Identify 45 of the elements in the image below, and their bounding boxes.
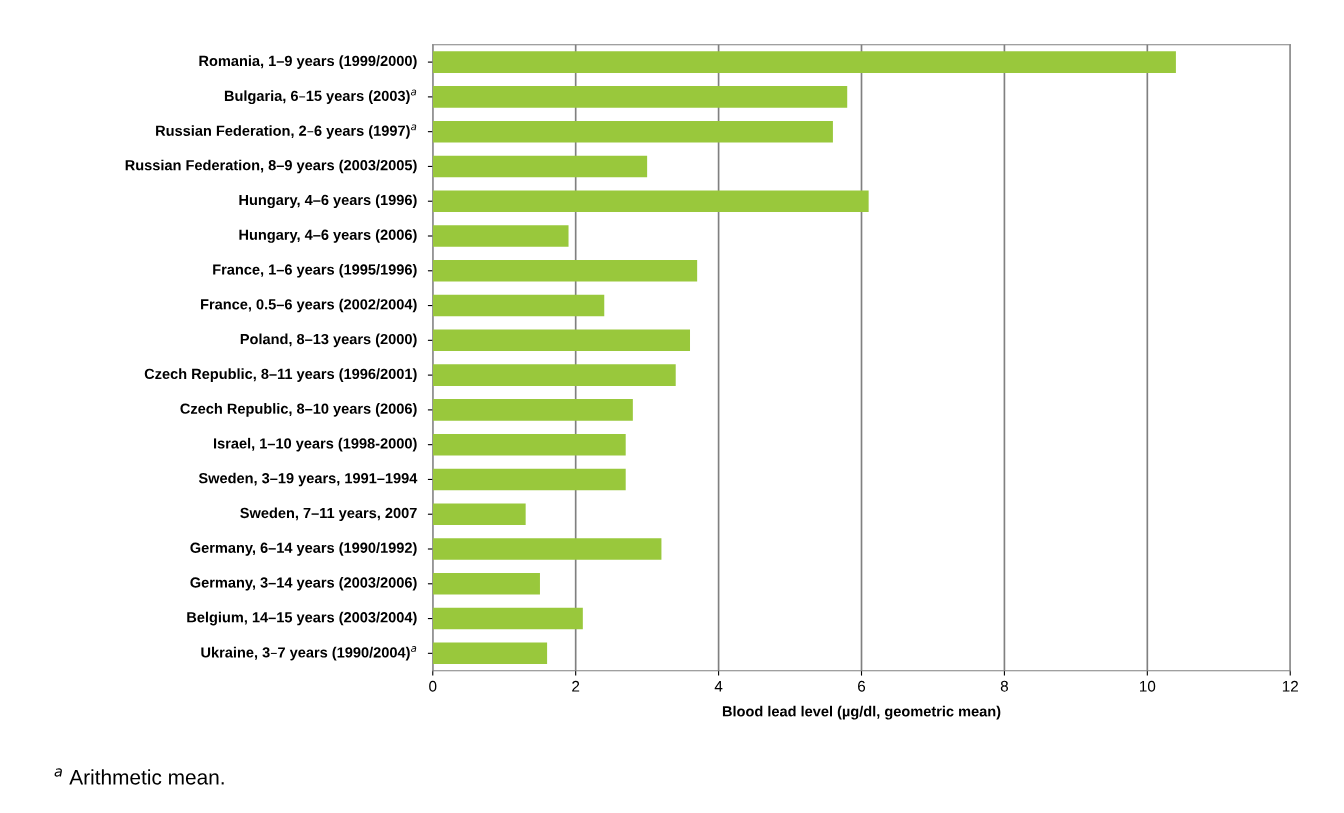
bar (432, 294, 605, 317)
y-tick-label: Hungary, 4–6 years (2006) (239, 229, 417, 243)
y-tick-label: Czech Republic, 8–10 years (2006) (180, 403, 417, 417)
bar (432, 607, 583, 630)
y-tick-label: Czech Republic, 8–11 years (1996/2001) (144, 368, 417, 382)
y-tick-label: Sweden, 7–11 years, 2007 (240, 507, 417, 522)
bar (432, 190, 869, 212)
y-tick-label: Germany, 6–14 years (1990/1992) (190, 542, 417, 556)
bar (432, 468, 626, 491)
bar (432, 259, 698, 282)
bar (432, 364, 676, 386)
bar (432, 86, 848, 108)
y-tick-label: Bulgaria, 6–15 years (2003)$^{a}$ (224, 89, 417, 104)
x-tick-label: 12 (1282, 680, 1298, 692)
x-tick-label: 8 (1000, 680, 1008, 692)
bar (432, 538, 662, 560)
x-tick-label: 4 (714, 681, 723, 692)
bar (432, 642, 548, 665)
bar (432, 329, 691, 352)
bar (432, 155, 648, 178)
y-tick-label: Russian Federation, 2–6 years (1997)$^{a}$ (156, 124, 417, 139)
bar (432, 573, 540, 595)
y-tick-label: Russian Federation, 8–9 years (2003/2005) (125, 159, 417, 174)
bar (432, 120, 833, 143)
y-tick-label: France, 1–6 years (1995/1996) (213, 263, 417, 278)
text: $^{a}$ Arithmetic mean. (54, 768, 224, 785)
x-tick-label: 6 (858, 680, 866, 692)
bar (432, 503, 526, 525)
y-tick-label: Germany, 3–14 years (2003/2006) (190, 576, 417, 591)
x-axis-title: Blood lead level (µg/dl, geometric mean) (722, 705, 1001, 720)
x-tick-label: 2 (572, 680, 580, 692)
y-tick-label: Poland, 8–13 years (2000) (240, 333, 417, 348)
y-tick-label: Romania, 1–9 years (1999/2000) (199, 55, 417, 69)
y-tick-label: Ukraine, 3–7 years (1990/2004)$^{a}$ (201, 646, 417, 661)
y-tick-label: France, 0.5–6 years (2002/2004) (201, 298, 417, 313)
bar (432, 225, 569, 247)
x-tick-label: 0 (429, 680, 437, 692)
bar (432, 433, 626, 456)
y-tick-label: Hungary, 4–6 years (1996) (239, 194, 417, 209)
y-tick-label: Belgium, 14–15 years (2003/2004) (187, 611, 417, 626)
bar (432, 399, 633, 421)
y-tick-label: Israel, 1–10 years (1998-2000) (214, 437, 417, 452)
x-tick-label: 10 (1140, 680, 1156, 692)
y-tick-label: Sweden, 3–19 years, 1991–1994 (198, 472, 418, 487)
bar (432, 51, 1176, 73)
